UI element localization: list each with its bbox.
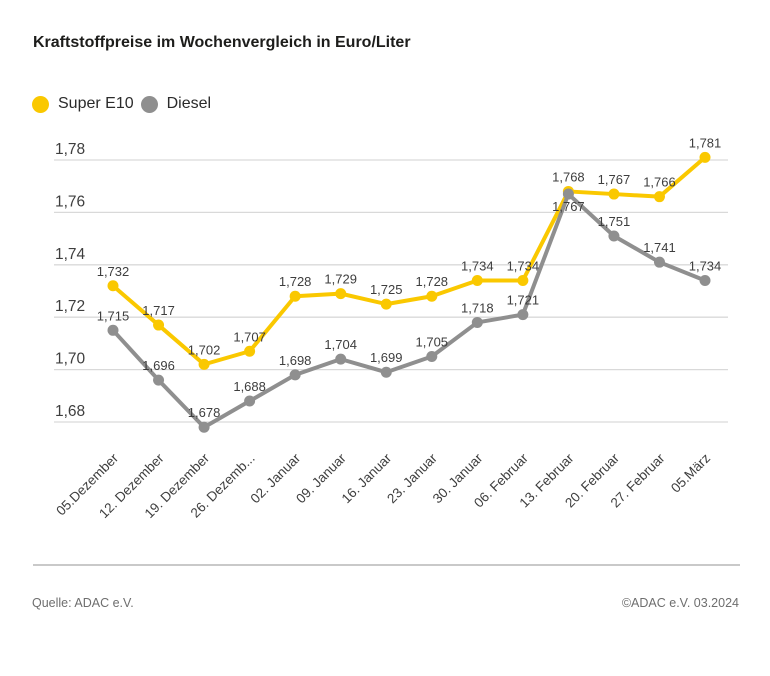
data-point-super-e10 bbox=[426, 290, 438, 302]
source-note: Quelle: ADAC e.V. bbox=[32, 596, 134, 610]
data-point-diesel bbox=[244, 395, 256, 407]
legend-item-super-e10: Super E10 bbox=[32, 95, 134, 113]
data-point-diesel bbox=[153, 374, 165, 386]
data-label: 1,718 bbox=[461, 300, 494, 315]
data-point-diesel bbox=[289, 369, 301, 381]
footer-divider bbox=[33, 564, 740, 566]
data-label: 1,725 bbox=[370, 282, 403, 297]
y-tick-label: 1,72 bbox=[55, 298, 85, 315]
data-point-diesel bbox=[653, 256, 665, 268]
data-point-diesel bbox=[380, 366, 392, 378]
data-label: 1,704 bbox=[324, 337, 357, 352]
data-label: 1,702 bbox=[188, 342, 221, 357]
data-label: 1,699 bbox=[370, 350, 403, 365]
data-label: 1,698 bbox=[279, 353, 312, 368]
legend: Super E10 Diesel bbox=[32, 95, 211, 113]
data-label: 1,678 bbox=[188, 405, 221, 420]
series-diesel bbox=[107, 188, 711, 433]
data-point-super-e10 bbox=[380, 298, 392, 310]
legend-label-super-e10: Super E10 bbox=[58, 95, 134, 112]
data-label: 1,707 bbox=[233, 329, 266, 344]
data-point-diesel bbox=[426, 351, 438, 362]
data-point-diesel bbox=[562, 188, 574, 200]
data-point-diesel bbox=[471, 316, 483, 328]
data-point-diesel bbox=[335, 353, 347, 365]
data-label: 1,766 bbox=[643, 175, 676, 190]
copyright-note: ©ADAC e.V. 03.2024 bbox=[621, 596, 739, 610]
data-point-super-e10 bbox=[244, 345, 256, 357]
data-label: 1,767 bbox=[552, 199, 585, 214]
data-label: 1,734 bbox=[507, 259, 540, 274]
data-label: 1,732 bbox=[97, 264, 130, 279]
y-tick-label: 1,68 bbox=[55, 403, 85, 420]
y-tick-label: 1,74 bbox=[55, 246, 86, 263]
data-point-super-e10 bbox=[517, 275, 529, 287]
data-label: 1,717 bbox=[142, 303, 175, 318]
y-axis-labels: 1,78 1,76 1,74 1,72 1,70 1,68 bbox=[55, 141, 86, 420]
data-point-diesel bbox=[107, 324, 119, 336]
x-tick-label: 05.März bbox=[668, 450, 713, 495]
y-tick-label: 1,70 bbox=[55, 351, 86, 368]
super-e10-dot-icon bbox=[32, 95, 49, 113]
y-tick-label: 1,78 bbox=[55, 141, 85, 158]
data-label: 1,728 bbox=[279, 274, 312, 289]
data-point-diesel bbox=[608, 230, 620, 242]
data-label: 1,688 bbox=[233, 379, 266, 394]
data-point-diesel bbox=[198, 421, 210, 433]
data-label: 1,734 bbox=[689, 259, 722, 274]
y-tick-label: 1,76 bbox=[55, 193, 85, 210]
data-point-super-e10 bbox=[289, 290, 301, 302]
data-label: 1,734 bbox=[461, 259, 494, 274]
chart-title: Kraftstoffpreise im Wochenvergleich in E… bbox=[33, 34, 411, 51]
data-label: 1,751 bbox=[598, 214, 631, 229]
data-point-super-e10 bbox=[153, 319, 165, 331]
legend-label-diesel: Diesel bbox=[166, 95, 212, 112]
diesel-dot-icon bbox=[140, 95, 158, 113]
data-point-super-e10 bbox=[335, 288, 347, 300]
data-labels-super-e10: 1,732 1,717 1,702 1,707 1,728 1,729 1,725 1,728… bbox=[97, 135, 722, 357]
data-label: 1,715 bbox=[97, 308, 130, 323]
data-label: 1,729 bbox=[324, 272, 357, 287]
data-label: 1,768 bbox=[552, 169, 585, 184]
data-labels-diesel: 1,715 1,696 1,678 1,688 1,698 1,704 1,699 1,705… bbox=[97, 199, 722, 420]
data-label: 1,705 bbox=[416, 335, 449, 350]
data-label: 1,721 bbox=[507, 293, 540, 308]
data-label: 1,767 bbox=[598, 172, 631, 187]
data-label: 1,696 bbox=[142, 358, 175, 373]
data-point-diesel bbox=[699, 275, 711, 287]
data-point-super-e10 bbox=[608, 188, 620, 200]
data-point-super-e10 bbox=[699, 151, 711, 163]
data-point-super-e10 bbox=[653, 191, 665, 203]
data-label: 1,728 bbox=[416, 274, 449, 289]
legend-item-diesel: Diesel bbox=[140, 95, 212, 113]
data-point-super-e10 bbox=[471, 275, 483, 287]
line-super-e10 bbox=[111, 155, 708, 367]
data-label: 1,781 bbox=[689, 135, 722, 150]
data-label: 1,741 bbox=[643, 240, 676, 255]
data-point-super-e10 bbox=[198, 358, 210, 370]
data-point-diesel bbox=[517, 309, 529, 321]
line-diesel bbox=[111, 192, 708, 430]
data-point-super-e10 bbox=[107, 280, 119, 292]
